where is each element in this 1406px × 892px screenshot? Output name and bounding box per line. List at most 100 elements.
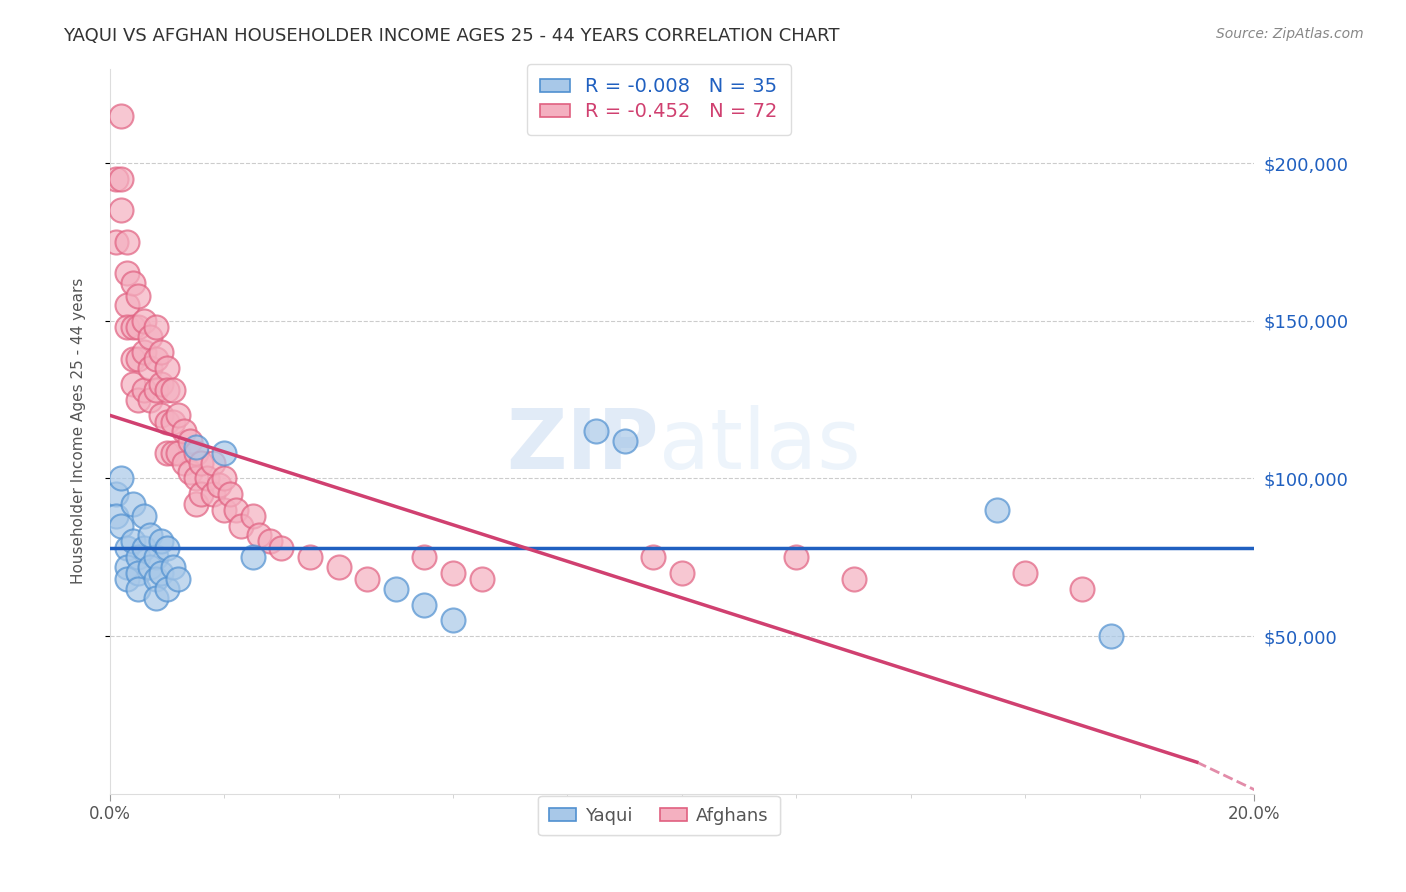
Point (413, 598, 436, 612)
Point (115, 298, 138, 312)
Point (156, 446, 179, 460)
Point (214, 446, 236, 460)
Point (184, 471, 207, 485)
Point (139, 528, 162, 542)
Point (121, 351, 143, 366)
Point (184, 440, 207, 454)
Point (441, 613, 464, 627)
Point (156, 383, 179, 397)
Point (162, 383, 184, 397)
Point (270, 541, 292, 555)
Legend: Yaqui, Afghans: Yaqui, Afghans (538, 796, 779, 836)
Point (585, 424, 607, 438)
Point (242, 509, 264, 524)
Point (104, 487, 127, 501)
Point (145, 351, 167, 366)
Point (328, 559, 350, 574)
Point (115, 541, 138, 555)
Point (385, 582, 408, 596)
Point (145, 550, 167, 565)
Point (1014, 566, 1036, 580)
Point (471, 572, 494, 586)
Point (104, 172, 127, 186)
Point (842, 572, 865, 586)
Point (139, 392, 162, 407)
Point (173, 424, 195, 438)
Point (145, 572, 167, 586)
Point (190, 456, 212, 470)
Point (162, 415, 184, 429)
Point (231, 518, 253, 533)
Point (986, 503, 1008, 517)
Point (134, 383, 156, 397)
Text: Source: ZipAtlas.com: Source: ZipAtlas.com (1216, 27, 1364, 41)
Point (150, 409, 173, 423)
Point (139, 329, 162, 343)
Point (162, 446, 184, 460)
Point (104, 509, 127, 524)
Point (247, 528, 270, 542)
Point (127, 582, 149, 596)
Point (150, 376, 173, 391)
Point (127, 392, 149, 407)
Point (195, 471, 218, 485)
Point (190, 487, 212, 501)
Point (671, 566, 693, 580)
Point (121, 497, 143, 511)
Point (643, 550, 665, 565)
Point (184, 497, 207, 511)
Point (179, 465, 201, 479)
Point (145, 591, 167, 606)
Text: ZIP: ZIP (506, 405, 659, 486)
Point (115, 320, 138, 334)
Point (110, 203, 132, 218)
Point (167, 409, 190, 423)
Point (110, 518, 132, 533)
Point (121, 320, 143, 334)
Point (145, 320, 167, 334)
Point (184, 446, 207, 460)
Point (104, 235, 127, 249)
Point (134, 345, 156, 359)
Point (201, 487, 224, 501)
Point (242, 550, 264, 565)
Point (785, 550, 807, 565)
Point (127, 351, 149, 366)
Point (167, 446, 190, 460)
Point (121, 376, 143, 391)
Point (121, 534, 143, 549)
Point (110, 109, 132, 123)
Point (150, 566, 173, 580)
Point (225, 503, 247, 517)
Point (127, 320, 149, 334)
Point (110, 172, 132, 186)
Point (115, 235, 138, 249)
Point (299, 550, 322, 565)
Point (134, 541, 156, 555)
Text: atlas: atlas (659, 405, 860, 486)
Point (145, 383, 167, 397)
Y-axis label: Householder Income Ages 25 - 44 years: Householder Income Ages 25 - 44 years (72, 278, 86, 584)
Point (134, 509, 156, 524)
Point (150, 534, 173, 549)
Point (115, 572, 138, 586)
Point (127, 550, 149, 565)
Point (127, 288, 149, 302)
Point (139, 559, 162, 574)
Point (156, 361, 179, 376)
Point (356, 572, 378, 586)
Point (613, 434, 636, 448)
Point (1099, 629, 1122, 643)
Point (167, 572, 190, 586)
Point (219, 487, 242, 501)
Point (115, 559, 138, 574)
Point (162, 559, 184, 574)
Point (173, 456, 195, 470)
Point (156, 582, 179, 596)
Point (139, 361, 162, 376)
Point (201, 456, 224, 470)
Point (110, 471, 132, 485)
Point (156, 541, 179, 555)
Point (214, 503, 236, 517)
Point (150, 345, 173, 359)
